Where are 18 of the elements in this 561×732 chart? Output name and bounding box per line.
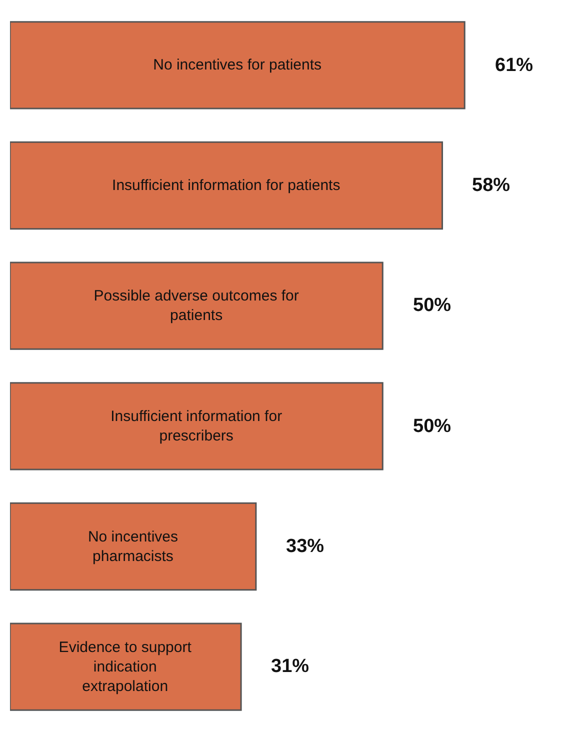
y-tick-label: Insufficient information for patients [112, 177, 340, 194]
bar [10, 622, 242, 711]
y-tick-label: Evidence to support indication extrapolation [58, 638, 192, 695]
data-label: 58% [472, 175, 510, 196]
bar [10, 382, 384, 470]
bar [10, 141, 444, 230]
bar [10, 262, 384, 350]
data-label: 50% [413, 416, 452, 437]
bar [10, 502, 257, 591]
y-tick-label: No incentives pharmacists [88, 528, 178, 565]
data-label: 50% [413, 295, 452, 316]
y-tick-label: No incentives for patients [153, 56, 322, 74]
y-tick-label: Insufficient information for prescribers [110, 408, 282, 444]
data-label: 61% [495, 55, 534, 76]
y-tick-label: Possible adverse outcomes for patients [94, 288, 299, 324]
data-label: 33% [286, 536, 324, 557]
bar [10, 21, 466, 110]
data-label: 31% [271, 656, 310, 677]
